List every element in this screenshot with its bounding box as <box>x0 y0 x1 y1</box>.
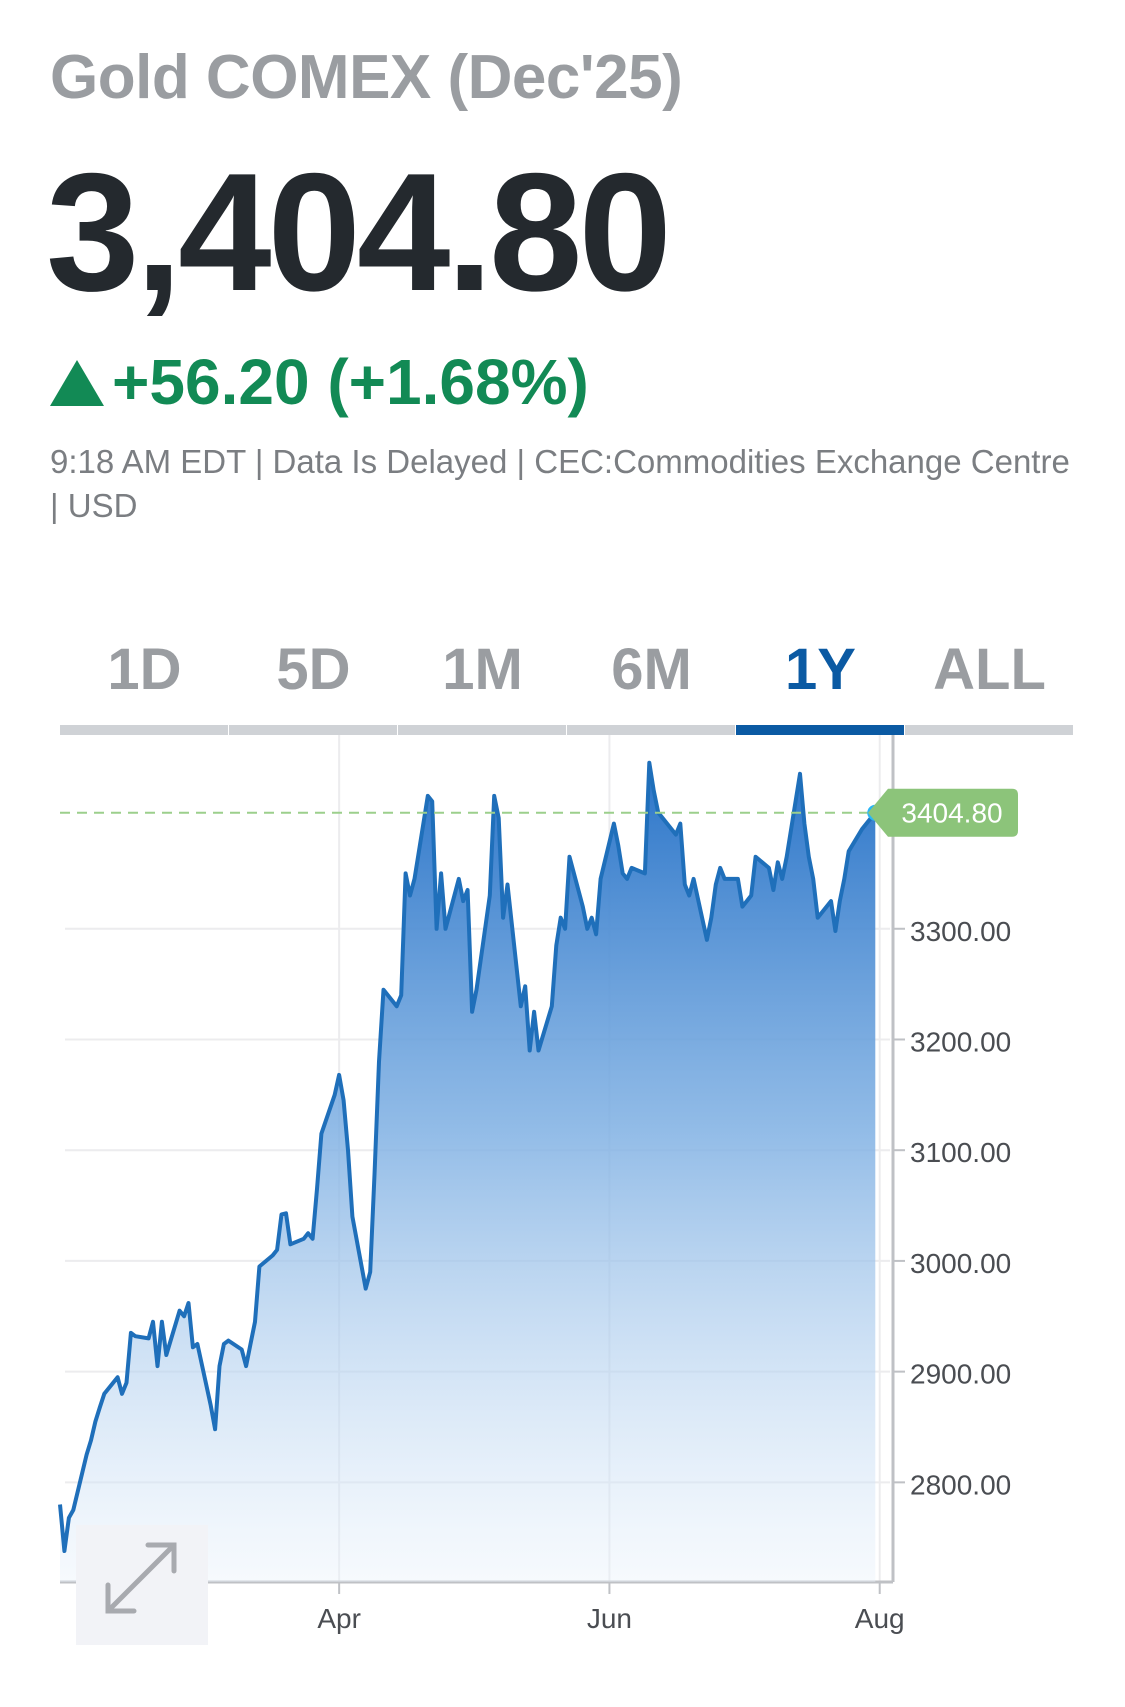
range-tabs: 1D 5D 1M 6M 1Y ALL <box>60 630 1075 735</box>
y-tick-label: 3000.00 <box>910 1248 1011 1279</box>
series-area <box>60 762 876 1582</box>
triangle-up-icon <box>50 360 104 406</box>
y-tick-label: 3200.00 <box>910 1026 1011 1057</box>
tab-label: ALL <box>933 637 1046 702</box>
x-tick-label: Aug <box>855 1603 905 1634</box>
expand-chart-button[interactable] <box>76 1525 208 1645</box>
tab-underline <box>905 725 1073 735</box>
tab-6m[interactable]: 6M <box>567 630 736 735</box>
quote-meta: 9:18 AM EDT | Data Is Delayed | CEC:Comm… <box>50 443 1070 524</box>
y-tick-label: 2800.00 <box>910 1469 1011 1500</box>
price-change-value: +56.20 (+1.68%) <box>112 346 589 418</box>
tab-5d[interactable]: 5D <box>229 630 398 735</box>
tab-label: 1D <box>107 637 182 702</box>
y-tick-label: 2900.00 <box>910 1359 1011 1390</box>
tab-underline <box>398 725 566 735</box>
tab-label: 1Y <box>785 637 856 702</box>
tab-underline <box>60 725 228 735</box>
tab-underline <box>736 725 904 735</box>
tab-label: 6M <box>611 637 692 702</box>
tab-underline <box>229 725 397 735</box>
tab-1d[interactable]: 1D <box>60 630 229 735</box>
tab-label: 1M <box>442 637 523 702</box>
tab-all[interactable]: ALL <box>905 630 1074 735</box>
tab-1m[interactable]: 1M <box>398 630 567 735</box>
y-tick-label: 3100.00 <box>910 1137 1011 1168</box>
current-value-badge <box>868 788 1018 837</box>
instrument-title: Gold COMEX (Dec'25) <box>50 43 683 112</box>
series-line <box>58 760 877 1553</box>
price-change: +56.20 (+1.68%) <box>50 345 589 419</box>
tab-1y[interactable]: 1Y <box>736 630 905 735</box>
x-tick-label: Apr <box>317 1603 361 1634</box>
expand-arrows-icon <box>105 1542 177 1614</box>
x-tick-label: Jun <box>587 1603 632 1634</box>
current-value-label: 3404.80 <box>901 798 1002 829</box>
y-tick-label: 3300.00 <box>910 916 1011 947</box>
tab-underline <box>567 725 735 735</box>
current-price: 3,404.80 <box>46 138 672 326</box>
tab-label: 5D <box>276 637 351 702</box>
